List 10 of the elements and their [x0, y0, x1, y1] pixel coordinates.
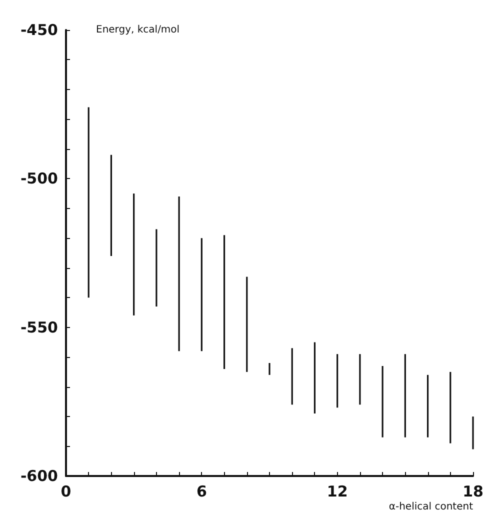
y-tick-label: -450	[20, 21, 58, 39]
y-tick-label: -550	[20, 318, 58, 336]
y-tick-label: -600	[20, 467, 58, 485]
x-tick-label: 18	[462, 482, 484, 500]
y-tick-label: -500	[20, 170, 58, 188]
x-tick-label: 0	[60, 482, 72, 500]
y-axis-title: Energy, kcal/mol	[96, 24, 180, 36]
x-tick-label: 12	[326, 482, 348, 500]
x-tick-label: 6	[196, 482, 207, 500]
x-axis-title: α-helical content	[388, 502, 474, 512]
